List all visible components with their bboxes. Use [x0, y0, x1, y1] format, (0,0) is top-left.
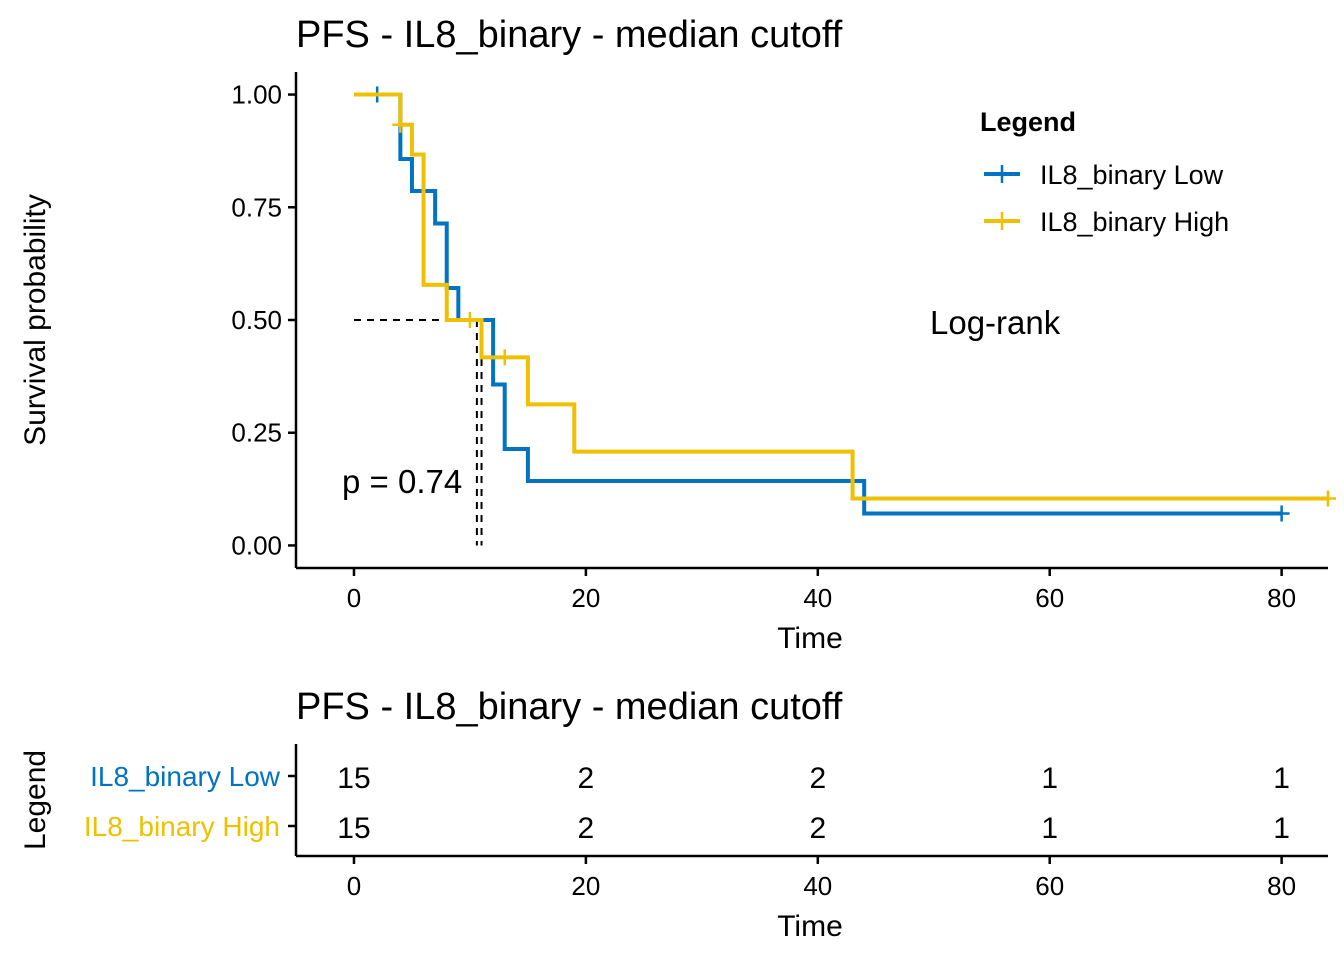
km-x-tick-label: 20 — [571, 583, 600, 613]
legend: Legend IL8_binary Low IL8_binary High — [980, 107, 1229, 237]
risk-count: 2 — [809, 762, 826, 795]
censor-mark — [496, 349, 513, 366]
censor-mark — [1320, 490, 1336, 507]
km-x-tick-label: 80 — [1267, 583, 1296, 613]
risk-x-tick-label: 20 — [571, 871, 600, 901]
km-x-tick-label: 60 — [1035, 583, 1064, 613]
km-x-axis-title: Time — [777, 622, 843, 655]
risk-count: 2 — [578, 762, 595, 795]
legend-label: IL8_binary Low — [1040, 160, 1224, 190]
km-y-axis-title: Survival probability — [19, 194, 52, 446]
risk-count: 15 — [337, 762, 370, 795]
km-y-tick-label: 0.50 — [231, 305, 282, 335]
km-curve-high — [353, 92, 1328, 501]
risk-count: 1 — [1041, 762, 1058, 795]
km-y-tick-label: 0.75 — [231, 192, 282, 222]
censor-mark — [1273, 505, 1290, 522]
median-survival-lines — [353, 319, 483, 546]
km-x-ticks: 0 20 40 60 80 — [347, 568, 1296, 613]
km-curve-low — [353, 92, 1282, 516]
legend-title: Legend — [980, 107, 1076, 137]
risk-count: 1 — [1041, 812, 1058, 845]
risk-count: 15 — [337, 812, 370, 845]
risk-strata-label: IL8_binary High — [84, 811, 280, 842]
risk-table: PFS - IL8_binary - median cutoff IL8_bin… — [19, 686, 1328, 943]
logrank-label: Log-rank — [930, 304, 1061, 341]
km-series-group — [353, 86, 1336, 522]
risk-x-axis-title: Time — [777, 910, 843, 943]
km-y-tick-label: 0.00 — [231, 530, 282, 560]
pvalue-label: p = 0.74 — [342, 463, 462, 500]
risk-count: 1 — [1273, 762, 1290, 795]
risk-x-ticks: 0 20 40 60 80 — [347, 856, 1296, 901]
censor-mark — [461, 312, 478, 328]
km-x-tick-label: 40 — [803, 583, 832, 613]
km-plot-title: PFS - IL8_binary - median cutoff — [296, 14, 843, 56]
km-y-tick-label: 1.00 — [231, 80, 282, 110]
risk-table-title: PFS - IL8_binary - median cutoff — [296, 686, 843, 728]
legend-label: IL8_binary High — [1040, 207, 1229, 237]
risk-count: 1 — [1273, 812, 1290, 845]
km-x-tick-label: 0 — [347, 583, 361, 613]
risk-x-tick-label: 0 — [347, 871, 361, 901]
km-y-ticks: 0.00 0.25 0.50 0.75 1.00 — [231, 80, 296, 560]
risk-x-tick-label: 60 — [1035, 871, 1064, 901]
km-plot: PFS - IL8_binary - median cutoff 0.00 0.2… — [19, 14, 1336, 655]
legend-key — [984, 212, 1020, 230]
censor-mark — [392, 116, 409, 133]
risk-x-tick-label: 40 — [803, 871, 832, 901]
risk-rows: IL8_binary Low 15 2 2 1 1 IL8_binary High 15 2 2 1… — [84, 761, 1290, 845]
risk-count: 2 — [578, 812, 595, 845]
km-y-tick-label: 0.25 — [231, 418, 282, 448]
risk-strata-label: IL8_binary Low — [90, 761, 281, 792]
risk-x-tick-label: 80 — [1267, 871, 1296, 901]
risk-count: 2 — [809, 812, 826, 845]
legend-key — [984, 165, 1020, 183]
risk-y-axis-title: Legend — [19, 750, 52, 850]
